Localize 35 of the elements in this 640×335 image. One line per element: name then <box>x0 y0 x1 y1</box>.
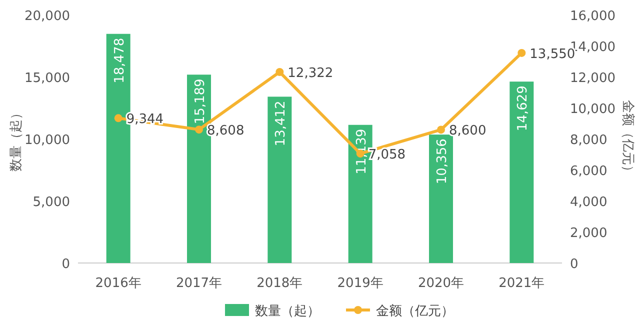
y2-tick-label: 8,000 <box>570 133 608 148</box>
point <box>276 68 284 76</box>
x-tick-label: 2017年 <box>176 276 222 291</box>
y-tick-label: 0 <box>62 257 70 272</box>
data-label: 12,322 <box>288 66 334 82</box>
point <box>195 126 203 134</box>
y-tick-label: 5,000 <box>32 195 70 210</box>
legend-label: 数量（起） <box>255 304 320 319</box>
x-tick-label: 2019年 <box>337 276 384 291</box>
y-tick-label: 20,000 <box>24 9 70 24</box>
x-tick-label: 2021年 <box>498 276 545 291</box>
y2-tick-label: 12,000 <box>570 71 616 86</box>
data-label: 10,356 <box>435 138 450 184</box>
x-tick-label: 2016年 <box>95 276 142 291</box>
point <box>518 48 526 57</box>
y2-tick-label: 10,000 <box>570 102 616 117</box>
data-label: 13,412 <box>274 100 289 146</box>
y2-tick-label: 2,000 <box>570 226 608 241</box>
y2-tick-label: 6,000 <box>570 164 608 179</box>
y2-tick-label: 0 <box>570 257 578 272</box>
point <box>437 126 445 134</box>
x-tick-label: 2020年 <box>418 276 464 291</box>
x-tick-label: 2018年 <box>256 276 303 291</box>
data-label: 18,478 <box>112 38 128 84</box>
point <box>114 114 122 122</box>
data-label: 15,189 <box>193 78 208 124</box>
data-label: 14,629 <box>516 86 531 132</box>
y2-tick-label: 4,000 <box>570 195 608 210</box>
y-tick-label: 10,000 <box>24 133 70 148</box>
y-tick-label: 15,000 <box>24 71 70 86</box>
y2-axis-title: 金额（亿元） <box>620 100 635 178</box>
legend-label: 金额（亿元） <box>376 304 454 319</box>
data-label: 8,600 <box>449 124 486 139</box>
y2-tick-label: 16,000 <box>570 9 616 24</box>
y-axis-title: 数量（起） <box>9 106 24 172</box>
